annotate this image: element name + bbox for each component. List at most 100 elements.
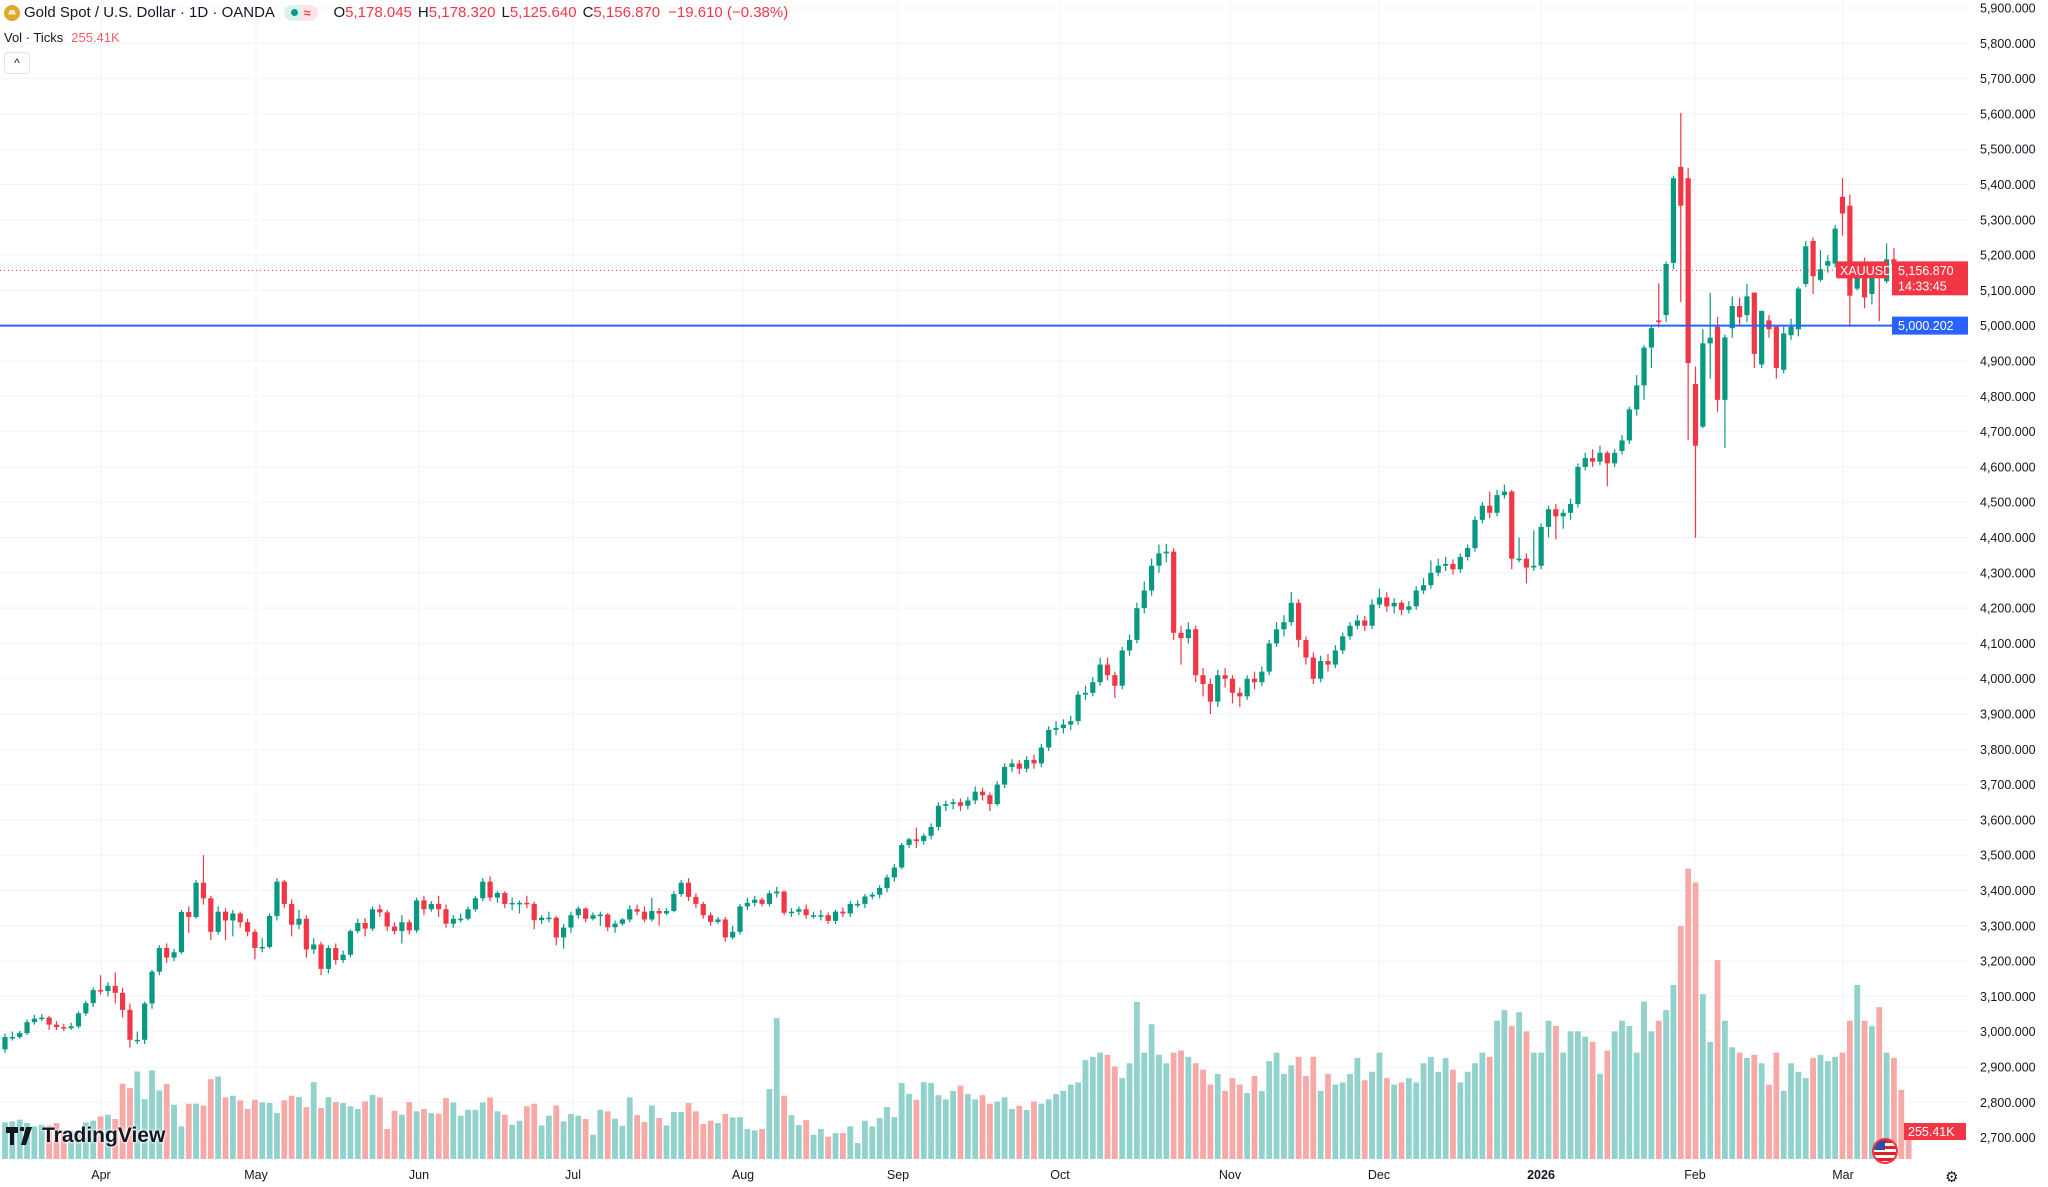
volume-bar <box>1494 1020 1500 1159</box>
volume-bar <box>1383 1078 1390 1159</box>
tradingview-logo[interactable]: TradingView <box>6 1124 165 1148</box>
time-axis-label: Aug <box>732 1168 754 1182</box>
candle <box>1582 452 1588 471</box>
candle <box>1222 668 1228 688</box>
candle-body <box>575 908 581 916</box>
candle <box>347 929 354 958</box>
candle-body <box>377 909 383 913</box>
candle-body <box>1413 590 1419 607</box>
settings-gear-icon[interactable]: ⚙ <box>1945 1169 1959 1186</box>
collapse-legend-button[interactable]: ^ <box>4 52 30 74</box>
volume-bar <box>568 1114 574 1159</box>
candle-body <box>906 839 912 845</box>
symbol-legend: Gold Spot / U.S. Dollar · 1D · OANDA ≈ O… <box>4 4 788 21</box>
candle-body <box>1009 763 1015 767</box>
price-axis-label: 5,400.000 <box>1980 178 2036 192</box>
volume-bar <box>1236 1084 1243 1159</box>
volume-bar <box>729 1117 736 1159</box>
candle <box>1185 622 1191 644</box>
volume-bar <box>700 1124 707 1159</box>
volume-bar <box>1222 1090 1228 1159</box>
candle-body <box>215 911 221 932</box>
candle <box>1134 602 1140 644</box>
open-value: 5,178.045 <box>345 4 412 21</box>
candle-body <box>1347 625 1353 637</box>
candle <box>1303 636 1309 665</box>
candle-body <box>546 917 552 920</box>
price-axis-label: 4,600.000 <box>1980 460 2036 474</box>
candle <box>1075 691 1081 725</box>
candle-body <box>1193 629 1199 676</box>
volume-bar <box>296 1097 302 1159</box>
candle-body <box>737 906 743 932</box>
price-axis-label: 3,800.000 <box>1980 743 2036 757</box>
candle <box>1126 634 1133 656</box>
price-lines[interactable] <box>0 269 1968 327</box>
candle-body <box>1251 678 1258 683</box>
candle-body <box>722 919 728 938</box>
price-axis[interactable]: 5,900.000 5,800.000 5,700.000 5,600.000 5,50… <box>1980 2 2036 1146</box>
volume-bar <box>1097 1052 1104 1159</box>
candle <box>1714 316 1721 412</box>
volume-bar <box>546 1115 552 1159</box>
time-axis-label: Jun <box>409 1168 429 1182</box>
volume-label[interactable]: Vol · Ticks <box>4 30 64 45</box>
candle <box>1046 726 1052 752</box>
candle-body <box>289 903 295 925</box>
candle-body <box>1545 509 1552 527</box>
candle <box>869 892 875 900</box>
candle <box>825 912 831 925</box>
volume-bar <box>1641 1001 1647 1159</box>
candle <box>1803 240 1809 287</box>
candle <box>1619 435 1625 455</box>
volume-bar <box>163 1084 170 1159</box>
time-axis[interactable]: Apr May Jun Jul Aug Sep Oct Nov Dec 2026 Feb Mar <box>91 1168 1853 1182</box>
volume-bar <box>1001 1097 1008 1159</box>
volume-bar <box>862 1120 868 1159</box>
volume-bar <box>1398 1082 1405 1159</box>
candle-body <box>53 1024 60 1028</box>
candle <box>1810 237 1816 294</box>
candle-body <box>700 903 706 916</box>
candle-body <box>1501 491 1507 496</box>
candle <box>1163 543 1169 563</box>
volume-bar <box>1575 1031 1581 1159</box>
symbol-title[interactable]: Gold Spot / U.S. Dollar · 1D · OANDA <box>24 4 275 21</box>
candle <box>906 837 912 849</box>
volume-bar <box>127 1088 133 1159</box>
volume-bar <box>413 1111 420 1159</box>
candle <box>847 901 853 917</box>
candle-body <box>39 1017 45 1020</box>
volume-bar <box>1016 1105 1023 1159</box>
volume-bar <box>1178 1050 1184 1159</box>
volume-bar <box>1604 1050 1611 1159</box>
volume-bar <box>1435 1071 1442 1159</box>
volume-bar <box>972 1099 979 1159</box>
close-label: C <box>582 4 594 21</box>
candle <box>458 913 464 923</box>
candle <box>186 906 192 933</box>
candle-body <box>127 1009 133 1040</box>
us-flag-icon[interactable] <box>1872 1138 1898 1164</box>
volume-bar <box>1788 1063 1794 1159</box>
market-status-pill[interactable]: ≈ <box>283 4 318 21</box>
price-axis-label: 4,900.000 <box>1980 355 2036 369</box>
volume-bar <box>722 1114 729 1159</box>
price-axis-label: 3,600.000 <box>1980 813 2036 827</box>
candle-body <box>1817 269 1824 280</box>
candle <box>1060 719 1066 734</box>
price-axis-label: 5,300.000 <box>1980 213 2036 227</box>
candle <box>1847 194 1853 327</box>
candle-body <box>1472 519 1478 549</box>
volume-bar <box>1009 1109 1015 1159</box>
volume-bar <box>766 1089 773 1159</box>
price-axis-label: 5,500.000 <box>1980 143 2036 157</box>
volume-bar <box>244 1109 251 1159</box>
candle-body <box>1714 326 1721 400</box>
volume-bar <box>663 1125 670 1159</box>
candle-body <box>303 918 309 950</box>
volume-bar <box>612 1118 618 1159</box>
candle <box>649 897 655 922</box>
candle-body <box>149 971 155 1004</box>
